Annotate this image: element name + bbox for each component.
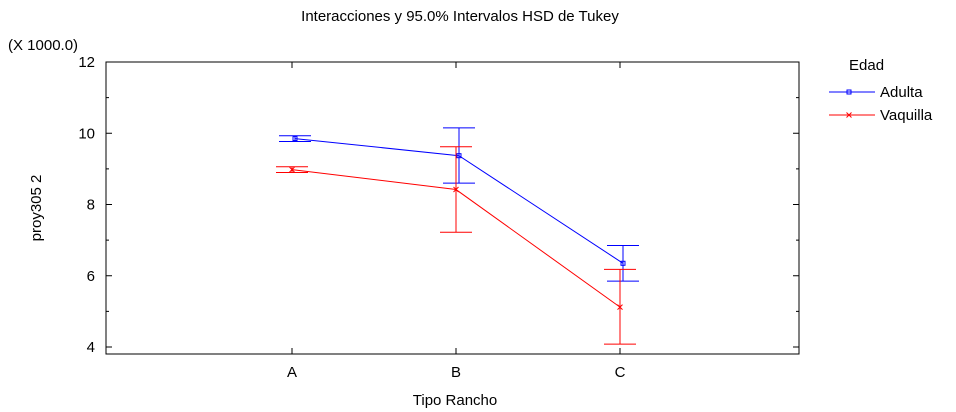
x-tick-label: B xyxy=(451,364,461,381)
legend-label: Vaquilla xyxy=(880,107,933,124)
y-tick-label: 6 xyxy=(87,268,95,285)
marker-stroke xyxy=(289,166,295,173)
legend-label: Adulta xyxy=(880,84,923,101)
series-vaquilla xyxy=(276,146,636,345)
data-point xyxy=(620,260,626,266)
plot-area-frame xyxy=(105,61,800,355)
series-adulta xyxy=(279,127,639,282)
legend-title: Edad xyxy=(849,57,884,74)
legend-entry-vaquilla: Vaquilla xyxy=(829,107,933,124)
y-axis-multiplier: (X 1000.0) xyxy=(8,37,78,54)
x-axis: A B C xyxy=(287,62,626,381)
data-point xyxy=(456,153,462,159)
y-tick-label: 10 xyxy=(78,125,95,142)
series-layer xyxy=(276,127,639,345)
legend-marker xyxy=(846,89,852,95)
data-point xyxy=(289,166,295,173)
y-tick-label: 12 xyxy=(78,54,95,71)
y-axis: 4 6 8 10 12 xyxy=(78,54,799,356)
legend-marker xyxy=(846,112,852,118)
x-axis-title: Tipo Rancho xyxy=(413,392,498,409)
marker-stroke xyxy=(453,186,459,193)
legend: Edad Adulta Vaquilla xyxy=(829,57,933,124)
marker-stroke xyxy=(617,304,623,310)
y-tick-label: 4 xyxy=(87,339,95,356)
y-tick-label: 8 xyxy=(87,197,95,214)
x-tick-label: A xyxy=(287,364,297,381)
legend-entry-adulta: Adulta xyxy=(829,84,923,101)
chart-title: Interacciones y 95.0% Intervalos HSD de … xyxy=(301,8,619,25)
data-point xyxy=(292,136,298,142)
data-point xyxy=(453,186,459,193)
x-tick-label: C xyxy=(615,364,626,381)
data-point xyxy=(617,304,623,310)
y-axis-title: proy305 2 xyxy=(28,175,45,242)
